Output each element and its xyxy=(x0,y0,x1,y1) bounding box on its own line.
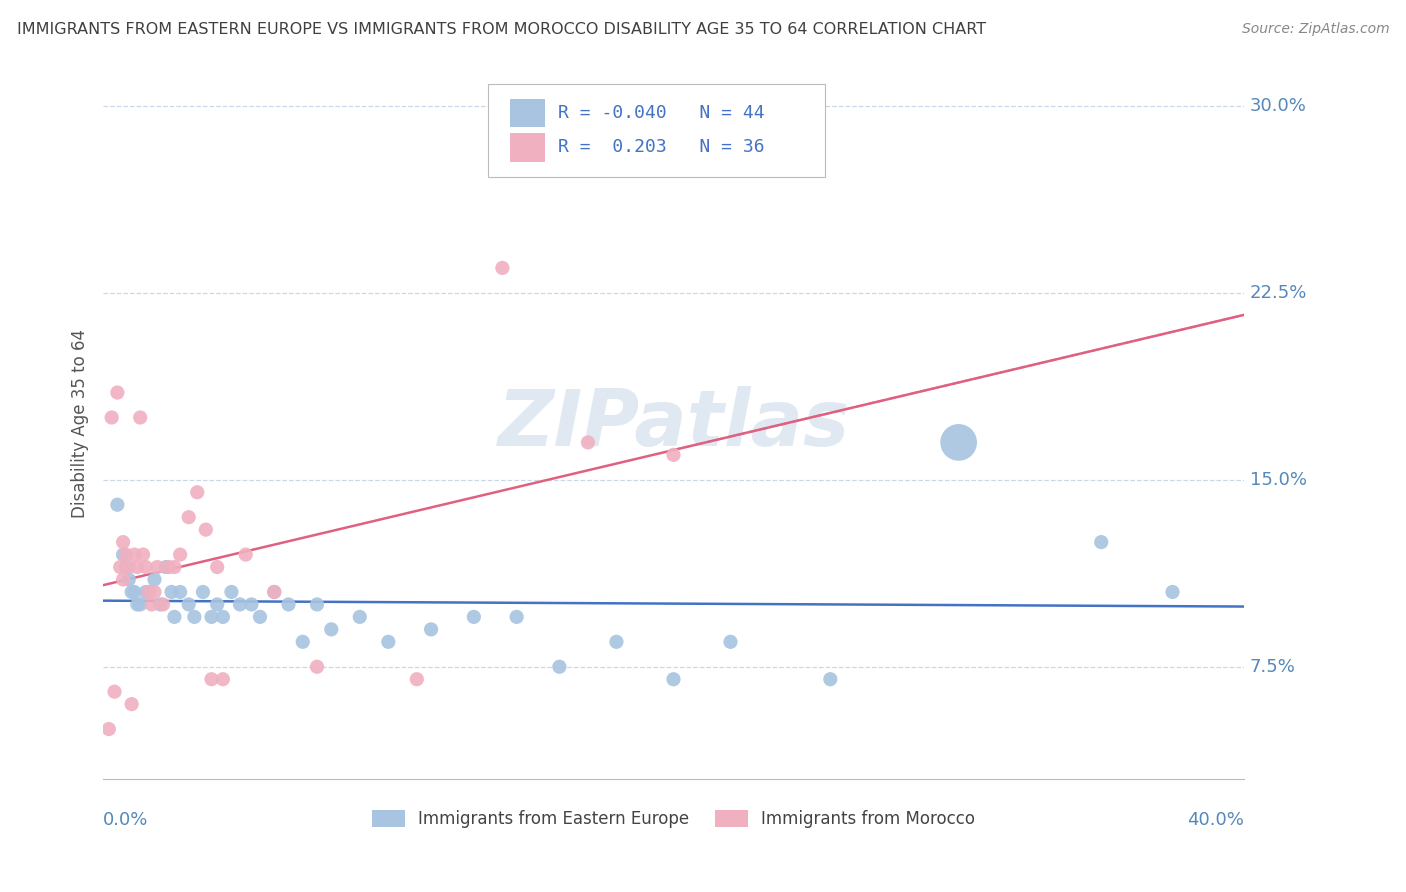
Point xyxy=(235,548,257,562)
Point xyxy=(548,659,571,673)
Point xyxy=(169,585,191,599)
Point xyxy=(105,498,128,512)
Point xyxy=(121,585,143,599)
Point xyxy=(505,610,527,624)
Text: 40.0%: 40.0% xyxy=(1187,811,1244,829)
Point xyxy=(349,610,371,624)
Point xyxy=(105,385,128,400)
Point xyxy=(249,610,271,624)
Point xyxy=(129,410,152,425)
Point xyxy=(263,585,285,599)
Point xyxy=(163,610,186,624)
Point xyxy=(277,598,299,612)
Point xyxy=(112,548,135,562)
Point xyxy=(576,435,599,450)
Point xyxy=(115,548,138,562)
Point xyxy=(118,560,141,574)
Point xyxy=(112,535,135,549)
Text: 30.0%: 30.0% xyxy=(1250,97,1306,115)
Point xyxy=(124,585,146,599)
Point xyxy=(103,684,125,698)
Text: ZIPatlas: ZIPatlas xyxy=(498,385,849,462)
Point xyxy=(948,435,970,450)
Point xyxy=(191,585,214,599)
Point xyxy=(305,598,328,612)
Point xyxy=(605,635,627,649)
Point xyxy=(820,672,842,686)
Point xyxy=(305,659,328,673)
Point xyxy=(720,635,742,649)
Point xyxy=(135,585,157,599)
Point xyxy=(200,672,222,686)
Point xyxy=(132,548,155,562)
Point xyxy=(100,410,122,425)
Point xyxy=(97,722,120,736)
Point xyxy=(110,560,132,574)
Text: 0.0%: 0.0% xyxy=(103,811,149,829)
Point xyxy=(194,523,217,537)
Point xyxy=(263,585,285,599)
Point xyxy=(138,585,160,599)
Point xyxy=(463,610,485,624)
Point xyxy=(124,548,146,562)
Point xyxy=(205,560,228,574)
Text: R = -0.040   N = 44: R = -0.040 N = 44 xyxy=(558,104,765,122)
Text: Source: ZipAtlas.com: Source: ZipAtlas.com xyxy=(1241,22,1389,37)
Point xyxy=(146,560,169,574)
Point xyxy=(121,697,143,711)
Point xyxy=(420,623,443,637)
Point xyxy=(291,635,314,649)
Point xyxy=(221,585,243,599)
Point xyxy=(112,573,135,587)
Point xyxy=(169,548,191,562)
Point xyxy=(155,560,177,574)
Point xyxy=(491,260,513,275)
Point xyxy=(212,610,235,624)
Point xyxy=(662,448,685,462)
Point xyxy=(321,623,343,637)
Point xyxy=(127,598,149,612)
Point xyxy=(177,598,200,612)
Point xyxy=(405,672,427,686)
Point xyxy=(662,672,685,686)
Point xyxy=(149,598,172,612)
Point xyxy=(183,610,205,624)
Point xyxy=(240,598,263,612)
Text: 15.0%: 15.0% xyxy=(1250,471,1306,489)
Text: 22.5%: 22.5% xyxy=(1250,284,1308,301)
Point xyxy=(118,573,141,587)
FancyBboxPatch shape xyxy=(510,133,544,161)
Y-axis label: Disability Age 35 to 64: Disability Age 35 to 64 xyxy=(72,329,89,518)
Point xyxy=(377,635,399,649)
FancyBboxPatch shape xyxy=(510,99,544,128)
Point xyxy=(205,598,228,612)
Point xyxy=(1161,585,1184,599)
Point xyxy=(143,585,166,599)
Point xyxy=(160,585,183,599)
Point xyxy=(141,598,163,612)
Text: 7.5%: 7.5% xyxy=(1250,657,1295,676)
Point xyxy=(152,598,174,612)
Point xyxy=(127,560,149,574)
Point xyxy=(138,585,160,599)
Point xyxy=(157,560,180,574)
Point xyxy=(200,610,222,624)
Point xyxy=(129,598,152,612)
Point xyxy=(1090,535,1112,549)
Text: IMMIGRANTS FROM EASTERN EUROPE VS IMMIGRANTS FROM MOROCCO DISABILITY AGE 35 TO 6: IMMIGRANTS FROM EASTERN EUROPE VS IMMIGR… xyxy=(17,22,986,37)
Point xyxy=(135,560,157,574)
Point xyxy=(163,560,186,574)
Legend: Immigrants from Eastern Europe, Immigrants from Morocco: Immigrants from Eastern Europe, Immigran… xyxy=(366,803,981,835)
Point xyxy=(143,573,166,587)
Point xyxy=(177,510,200,524)
Text: R =  0.203   N = 36: R = 0.203 N = 36 xyxy=(558,138,765,156)
FancyBboxPatch shape xyxy=(488,84,825,178)
Point xyxy=(186,485,208,500)
Point xyxy=(212,672,235,686)
Point xyxy=(229,598,252,612)
Point xyxy=(115,560,138,574)
